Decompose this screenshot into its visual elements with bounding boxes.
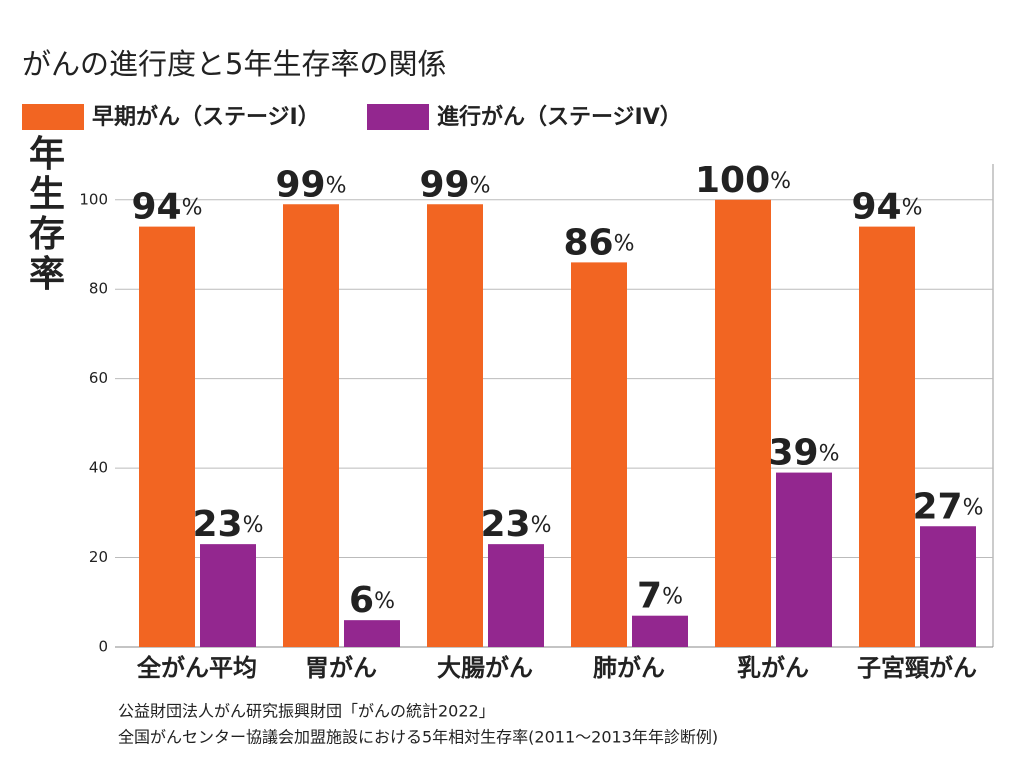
data-label-number: 23 bbox=[480, 504, 530, 545]
legend-label: 進行がん（ステージIV） bbox=[437, 104, 682, 130]
y-tick-label: 60 bbox=[89, 369, 108, 387]
data-label-number: 7 bbox=[637, 576, 662, 617]
data-label-number: 94 bbox=[131, 187, 181, 228]
data-label: 94% bbox=[131, 187, 202, 228]
bar bbox=[344, 620, 400, 647]
y-tick-label: 40 bbox=[89, 459, 108, 477]
data-label: 7% bbox=[637, 576, 683, 617]
data-label-unit: % bbox=[470, 173, 491, 198]
data-label-number: 23 bbox=[192, 504, 242, 545]
data-label-unit: % bbox=[614, 231, 635, 256]
source-note: 公益財団法人がん研究振興財団「がんの統計2022」 bbox=[118, 702, 495, 721]
data-label-unit: % bbox=[243, 513, 264, 538]
x-tick-label: 子宮頸がん bbox=[857, 654, 977, 682]
data-label: 6% bbox=[349, 580, 395, 621]
chart-title: がんの進行度と5年生存率の関係 bbox=[22, 47, 446, 81]
data-label: 99% bbox=[419, 164, 490, 205]
source-note: 全国がんセンター協議会加盟施設における5年相対生存率(2011～2013年年診断… bbox=[118, 728, 718, 747]
bar bbox=[920, 526, 976, 647]
data-label-unit: % bbox=[182, 196, 203, 221]
data-label-unit: % bbox=[531, 513, 552, 538]
data-label: 94% bbox=[851, 187, 922, 228]
data-label-number: 27 bbox=[912, 486, 962, 527]
x-tick-label: 乳がん bbox=[737, 654, 809, 682]
y-tick-label: 0 bbox=[98, 638, 108, 656]
data-label-number: 99 bbox=[419, 164, 469, 205]
data-label: 27% bbox=[912, 486, 983, 527]
data-label: 100% bbox=[695, 160, 791, 201]
data-label-unit: % bbox=[662, 585, 683, 610]
bar bbox=[427, 204, 483, 647]
bar bbox=[632, 615, 688, 647]
data-label-unit: % bbox=[963, 495, 984, 520]
data-label: 39% bbox=[768, 433, 839, 474]
bar bbox=[488, 544, 544, 647]
bar bbox=[139, 226, 195, 647]
data-label-unit: % bbox=[819, 442, 840, 467]
data-label-number: 86 bbox=[563, 222, 613, 263]
x-tick-label: 大腸がん bbox=[437, 654, 533, 682]
data-label: 23% bbox=[480, 504, 551, 545]
data-label-number: 6 bbox=[349, 580, 374, 621]
bar bbox=[283, 204, 339, 647]
y-axis-label: 5年生存率 bbox=[23, 105, 65, 294]
bar bbox=[200, 544, 256, 647]
data-label-unit: % bbox=[770, 169, 791, 194]
data-label-unit: % bbox=[902, 196, 923, 221]
bar bbox=[776, 472, 832, 647]
bar bbox=[715, 199, 771, 647]
y-axis-title: 5年生存率 bbox=[23, 105, 65, 294]
data-label-unit: % bbox=[374, 589, 395, 614]
data-label-number: 39 bbox=[768, 433, 818, 474]
x-tick-label: 胃がん bbox=[305, 654, 377, 682]
legend-label: 早期がん（ステージI） bbox=[92, 104, 320, 130]
bar bbox=[571, 262, 627, 647]
data-label: 23% bbox=[192, 504, 263, 545]
y-tick-label: 80 bbox=[89, 280, 108, 298]
legend-swatch bbox=[367, 104, 429, 130]
legend-swatch bbox=[22, 104, 84, 130]
data-label-number: 100 bbox=[695, 160, 770, 201]
y-tick-label: 20 bbox=[89, 548, 108, 566]
y-tick-label: 100 bbox=[79, 190, 108, 208]
x-tick-label: 肺がん bbox=[593, 654, 665, 682]
data-label-number: 99 bbox=[275, 164, 325, 205]
data-label-number: 94 bbox=[851, 187, 901, 228]
data-label-unit: % bbox=[326, 173, 347, 198]
data-label: 99% bbox=[275, 164, 346, 205]
bar bbox=[859, 226, 915, 647]
data-label: 86% bbox=[563, 222, 634, 263]
x-tick-label: 全がん平均 bbox=[136, 654, 257, 682]
